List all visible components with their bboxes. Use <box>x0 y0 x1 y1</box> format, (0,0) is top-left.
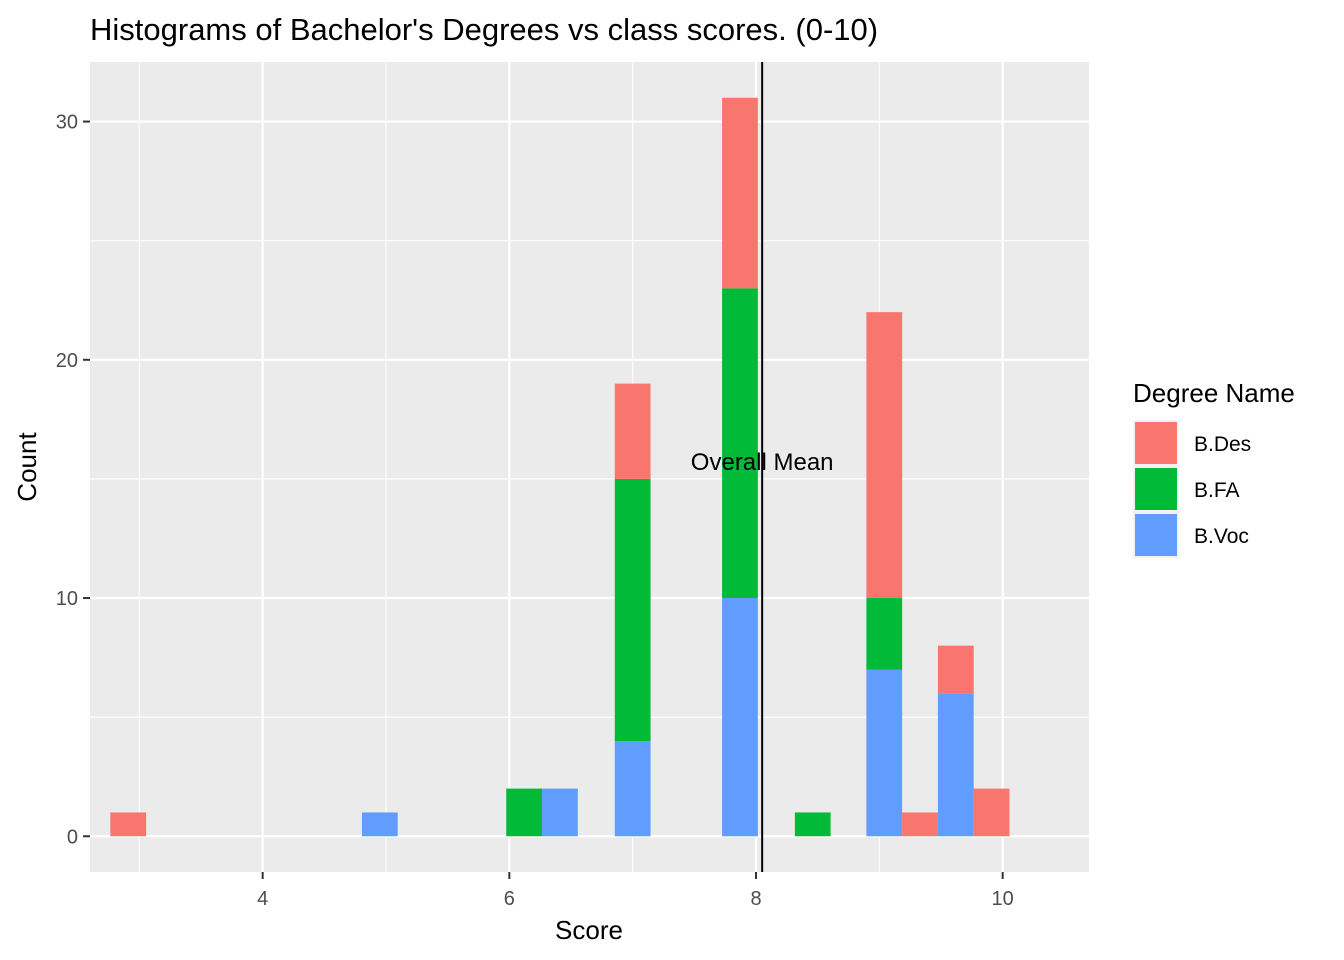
x-tick-label: 4 <box>257 888 268 910</box>
bar-b-des <box>902 812 938 837</box>
y-tick-label: 20 <box>56 350 78 372</box>
bar-b-voc <box>722 598 758 837</box>
bar-b-voc <box>542 788 578 837</box>
plot-panel <box>90 62 1089 872</box>
bars-layer <box>110 97 1010 837</box>
y-axis-title: Count <box>12 432 42 502</box>
bar-b-fa <box>614 478 651 741</box>
bar-b-voc <box>937 693 974 837</box>
bar-b-des <box>937 645 974 694</box>
legend-label-b-voc: B.Voc <box>1194 525 1249 548</box>
bar-b-des <box>866 312 903 599</box>
y-tick-label: 0 <box>67 826 78 848</box>
legend-swatch-b-voc <box>1135 514 1177 556</box>
bar-b-fa <box>722 288 758 599</box>
y-tick-label: 10 <box>56 588 78 610</box>
legend-swatch-b-fa <box>1135 468 1177 510</box>
legend-swatch-b-des <box>1135 422 1177 464</box>
legend: Degree Name B.Des B.FA B.Voc <box>1133 378 1295 558</box>
legend-label-b-des: B.Des <box>1194 433 1251 456</box>
x-axis-title: Score <box>555 915 623 945</box>
bar-b-fa <box>794 812 831 837</box>
bar-b-voc <box>614 740 651 837</box>
bar-b-fa <box>866 598 903 670</box>
legend-label-b-fa: B.FA <box>1194 479 1240 502</box>
mean-label: Overall Mean <box>691 449 834 476</box>
x-tick-label: 10 <box>992 888 1014 910</box>
mean-layer: Overall Mean <box>691 62 834 872</box>
bar-b-fa <box>506 788 543 837</box>
bar-b-des <box>722 97 758 289</box>
bar-b-voc <box>361 812 398 837</box>
x-axis: 4 6 8 10 <box>257 872 1014 910</box>
bar-b-des <box>973 788 1010 837</box>
chart-title: Histograms of Bachelor's Degrees vs clas… <box>90 12 878 47</box>
x-tick-label: 6 <box>504 888 515 910</box>
bar-b-des <box>614 383 651 479</box>
y-axis: 0 10 20 30 <box>56 112 90 848</box>
legend-title: Degree Name <box>1133 378 1295 408</box>
x-tick-label: 8 <box>750 888 761 910</box>
bar-b-des <box>110 812 147 837</box>
y-tick-label: 30 <box>56 112 78 134</box>
bar-b-voc <box>866 669 903 837</box>
